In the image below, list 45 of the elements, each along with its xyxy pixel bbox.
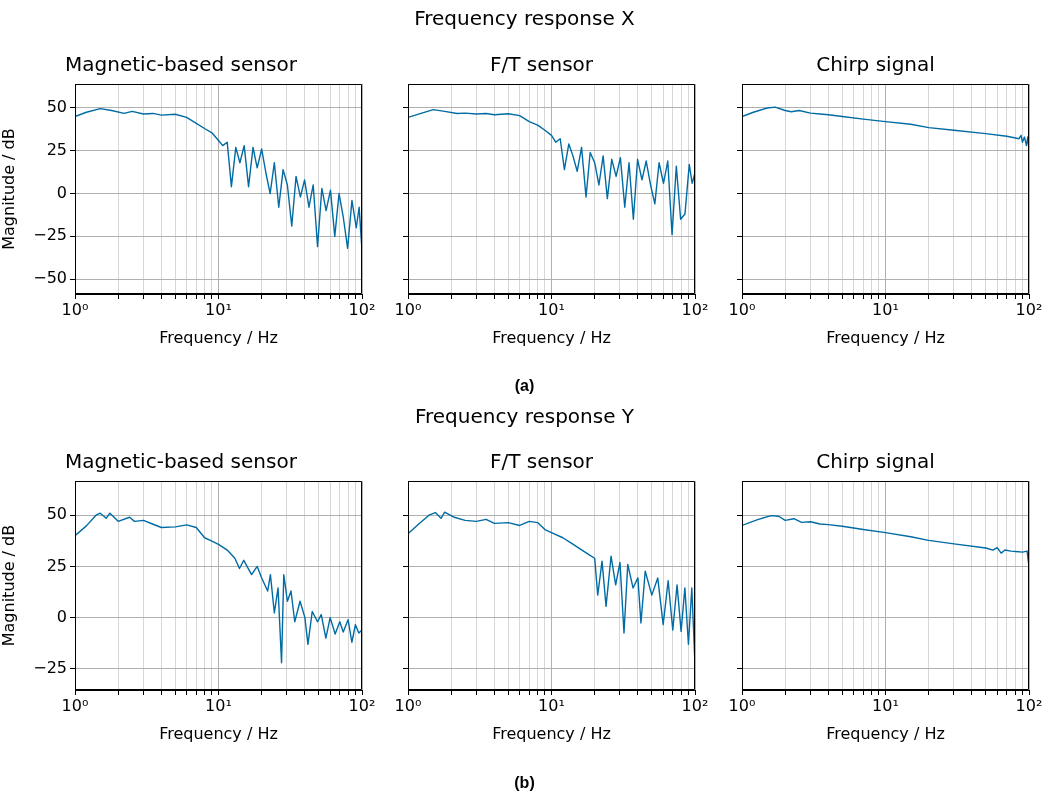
- x-tick-label: 10¹: [872, 299, 899, 319]
- y-tick-label: 25: [46, 555, 67, 575]
- y-axis-title: Magnitude / dB: [0, 524, 18, 647]
- x-axis-title: Frequency / Hz: [492, 723, 611, 743]
- x-tick-label: 10²: [681, 695, 709, 715]
- x-tick-label: 10⁰: [728, 299, 756, 319]
- chart-title: Chirp signal: [816, 52, 935, 77]
- chart-title: Magnetic-based sensor: [65, 52, 298, 77]
- x-tick-label: 10²: [1015, 299, 1043, 319]
- x-tick-label: 10⁰: [728, 695, 756, 715]
- chart-title: F/T sensor: [489, 449, 594, 474]
- x-axis-title: Frequency / Hz: [159, 327, 278, 347]
- x-axis-title: Frequency / Hz: [826, 327, 945, 347]
- y-tick-label: 0: [56, 182, 67, 202]
- x-tick-label: 10¹: [205, 695, 232, 715]
- y-tick-label: 25: [46, 139, 67, 159]
- y-axis-title: Magnitude / dB: [0, 128, 18, 250]
- y-tick-label: −25: [33, 225, 67, 245]
- chart-title: Chirp signal: [816, 449, 935, 474]
- x-axis-title: Frequency / Hz: [159, 723, 278, 743]
- chart-title: Magnetic-based sensor: [65, 449, 298, 474]
- chart-title: F/T sensor: [489, 52, 594, 77]
- text: Frequency response X: [413, 6, 636, 30]
- y-tick-label: −50: [33, 268, 67, 288]
- x-tick-label: 10²: [348, 299, 376, 319]
- y-tick-label: 50: [46, 504, 67, 524]
- x-tick-label: 10¹: [205, 299, 232, 319]
- x-tick-label: 10¹: [538, 695, 565, 715]
- x-axis-title: Frequency / Hz: [492, 327, 611, 347]
- x-tick-label: 10²: [348, 695, 376, 715]
- y-tick-label: 0: [56, 606, 67, 626]
- y-tick-label: −25: [33, 658, 67, 678]
- x-axis-title: Frequency / Hz: [826, 723, 945, 743]
- x-tick-label: 10⁰: [394, 695, 422, 715]
- text: Frequency response Y: [413, 404, 636, 428]
- x-tick-label: 10²: [1015, 695, 1043, 715]
- x-tick-label: 10⁰: [394, 299, 422, 319]
- text: (b): [513, 774, 536, 792]
- text: (a): [513, 377, 536, 395]
- x-tick-label: 10²: [681, 299, 709, 319]
- x-tick-label: 10⁰: [61, 695, 89, 715]
- x-tick-label: 10⁰: [61, 299, 89, 319]
- x-tick-label: 10¹: [872, 695, 899, 715]
- y-tick-label: 50: [46, 97, 67, 117]
- x-tick-label: 10¹: [538, 299, 565, 319]
